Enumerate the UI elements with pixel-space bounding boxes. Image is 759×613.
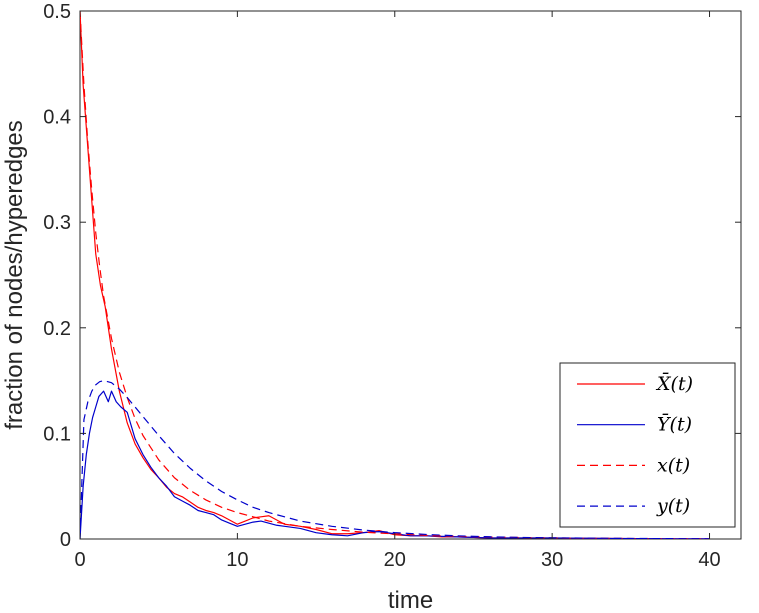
x-axis-ticks: 0 10 20 30 40 [74, 11, 721, 571]
y-tick-label: 0 [60, 529, 71, 551]
y-tick-label: 0.5 [43, 1, 71, 23]
y-tick-label: 0.2 [43, 318, 71, 340]
x-axis-label: time [388, 587, 433, 613]
x-tick-label: 0 [74, 549, 85, 571]
series-layer [80, 11, 710, 539]
x-tick-label: 20 [384, 549, 406, 571]
series-line-1 [80, 390, 710, 539]
y-tick-label: 0.4 [43, 107, 71, 129]
legend-label-3: y(t) [656, 495, 690, 517]
series-line-3 [80, 380, 710, 539]
y-axis-ticks: 0 0.1 0.2 0.3 0.4 0.5 [43, 1, 741, 551]
legend-label-0: X̄(t) [655, 372, 693, 395]
x-tick-label: 30 [541, 549, 563, 571]
series-line-2 [80, 11, 710, 539]
legend-box [559, 362, 736, 528]
plot-area [79, 10, 742, 540]
legend-label-2: x(t) [657, 454, 690, 476]
legend: X̄(t) Ȳ(t) x(t) y(t) [559, 362, 736, 528]
y-tick-label: 0.3 [43, 212, 71, 234]
x-tick-label: 10 [226, 549, 248, 571]
y-axis-label: fraction of nodes/hyperedges [1, 120, 28, 430]
legend-label-1: Ȳ(t) [657, 413, 692, 436]
x-tick-label: 40 [698, 549, 720, 571]
y-tick-label: 0.1 [43, 423, 71, 445]
